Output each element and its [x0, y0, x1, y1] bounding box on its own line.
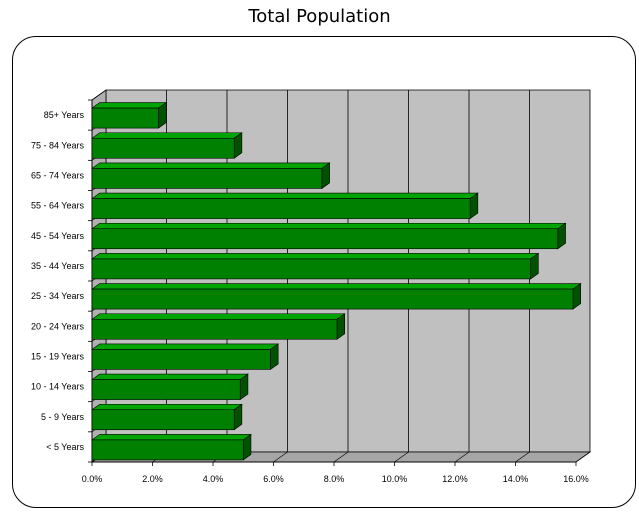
- x-tick-label: 8.0%: [324, 474, 345, 484]
- bar-top: [91, 162, 331, 169]
- x-tick-label: 16.0%: [563, 474, 589, 484]
- x-tick-label: 6.0%: [263, 474, 284, 484]
- bar-top: [91, 373, 249, 380]
- bar: [91, 228, 559, 250]
- bar-top: [91, 192, 479, 199]
- bar: [91, 288, 574, 310]
- y-tick-label: 85+ Years: [44, 110, 85, 120]
- bar: [91, 137, 235, 159]
- bar: [91, 168, 323, 189]
- bar: [91, 379, 241, 400]
- side-gridline: [91, 89, 107, 101]
- y-tick-label: 75 - 84 Years: [31, 140, 85, 150]
- y-tick-label: 65 - 74 Years: [31, 170, 85, 180]
- y-tick-label: 35 - 44 Years: [31, 261, 85, 271]
- floor-gridline: [454, 451, 470, 463]
- bar-top: [91, 102, 168, 109]
- bar-top: [91, 132, 243, 139]
- floor-gridline: [394, 451, 409, 463]
- floor-gridline: [515, 451, 530, 463]
- y-tick-label: 5 - 9 Years: [41, 412, 85, 422]
- y-tick-label: 25 - 34 Years: [31, 291, 85, 301]
- floor-gridline: [575, 451, 591, 463]
- bar-top: [91, 253, 540, 260]
- bar: [91, 318, 338, 340]
- bar-top: [91, 313, 346, 320]
- bar: [91, 349, 271, 370]
- bar: [91, 409, 235, 431]
- x-tick-label: 10.0%: [382, 474, 408, 484]
- y-tick-label: 15 - 19 Years: [31, 351, 85, 361]
- bar: [91, 107, 159, 129]
- y-tick-label: < 5 Years: [46, 442, 84, 452]
- x-tick-label: 2.0%: [142, 474, 163, 484]
- x-tick-label: 0.0%: [82, 474, 103, 484]
- bar-top: [91, 222, 567, 230]
- bar: [91, 198, 471, 219]
- y-tick-label: 45 - 54 Years: [31, 231, 85, 241]
- x-tick-label: 14.0%: [503, 474, 529, 484]
- y-tick-label: 10 - 14 Years: [31, 382, 85, 392]
- x-tick-label: 12.0%: [442, 474, 468, 484]
- floor-gridline: [273, 451, 288, 463]
- chart-title: Total Population: [248, 6, 391, 27]
- floor-gridline: [333, 451, 349, 463]
- bar-top: [91, 283, 582, 290]
- bar-top: [91, 434, 252, 441]
- chart-frame: [12, 36, 636, 508]
- y-tick-label: 20 - 24 Years: [31, 321, 85, 331]
- bar: [91, 258, 531, 280]
- bar-top: [91, 403, 243, 411]
- y-tick-label: 55 - 64 Years: [31, 201, 85, 211]
- bar: [91, 439, 244, 461]
- x-tick-label: 4.0%: [203, 474, 224, 484]
- bar-top: [91, 343, 280, 350]
